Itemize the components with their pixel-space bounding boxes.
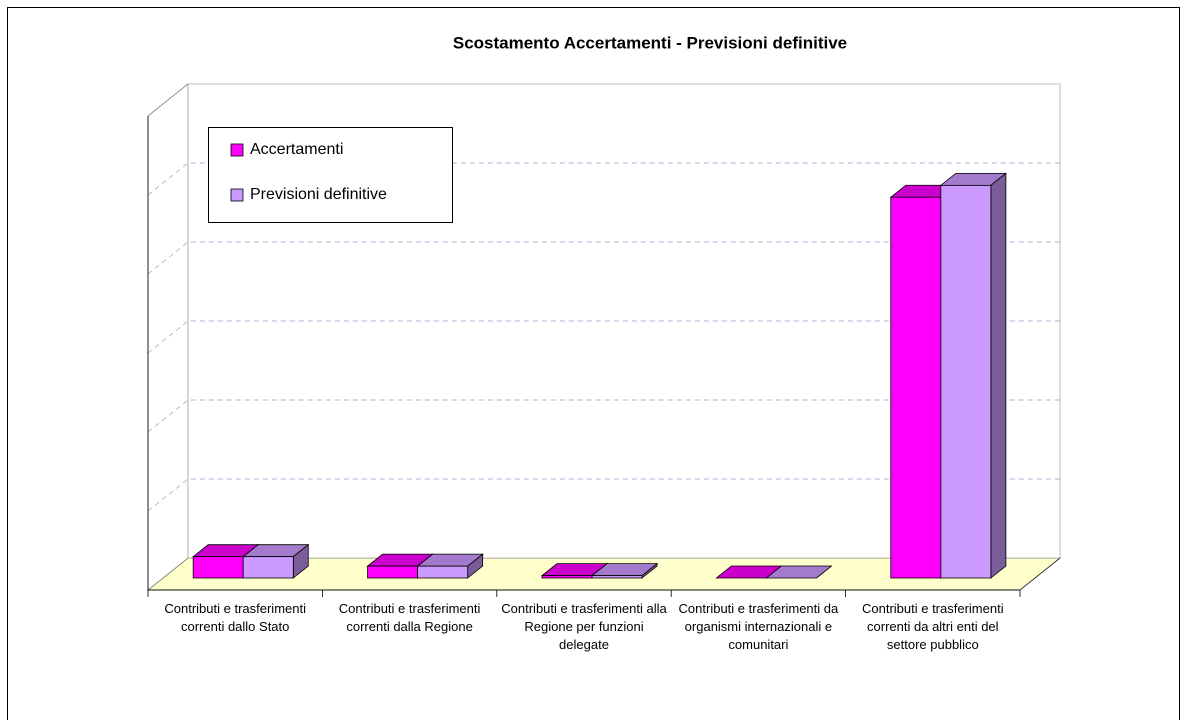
legend-label: Accertamenti	[250, 141, 343, 158]
bar	[541, 575, 593, 579]
chart-title: Scostamento Accertamenti - Previsioni de…	[453, 33, 847, 52]
grid-line	[147, 162, 1060, 196]
bar	[242, 556, 294, 579]
grid-line	[147, 399, 1060, 433]
bar	[591, 575, 643, 579]
bar	[192, 556, 244, 579]
grid-line	[147, 478, 1060, 512]
bar-side	[990, 172, 1007, 579]
x-tick-label: Contributi e trasferimenti alla Regione …	[501, 601, 667, 652]
x-tick-label: Contributi e trasferimenti da organismi …	[678, 601, 839, 652]
legend-swatch	[230, 143, 244, 157]
bar	[940, 184, 992, 579]
x-tick-label: Contributi e trasferimenti correnti dall…	[164, 601, 306, 634]
legend-label: Previsioni definitive	[250, 186, 387, 203]
x-tick-label: Contributi e trasferimenti correnti dall…	[338, 601, 481, 634]
grid-line	[147, 320, 1060, 354]
bar-side	[816, 565, 832, 579]
x-tick-label: Contributi e trasferimenti correnti da a…	[861, 601, 1004, 652]
bar	[417, 565, 469, 579]
bar	[367, 565, 419, 579]
bar	[890, 196, 942, 579]
legend-box	[208, 127, 453, 223]
grid-line	[147, 241, 1060, 275]
left-wall	[147, 83, 189, 591]
legend-swatch	[230, 188, 244, 202]
